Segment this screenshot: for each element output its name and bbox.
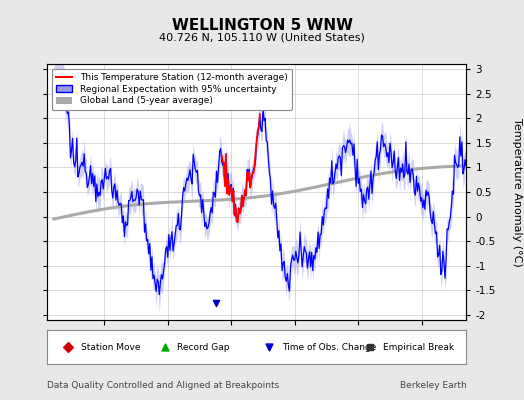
Text: Record Gap: Record Gap [177, 342, 230, 352]
Text: WELLINGTON 5 WNW: WELLINGTON 5 WNW [171, 18, 353, 33]
Point [64, 344, 72, 350]
Text: 40.726 N, 105.110 W (United States): 40.726 N, 105.110 W (United States) [159, 33, 365, 43]
Point [366, 344, 374, 350]
Text: Time of Obs. Change: Time of Obs. Change [282, 342, 376, 352]
Point [160, 344, 169, 350]
Text: Data Quality Controlled and Aligned at Breakpoints: Data Quality Controlled and Aligned at B… [47, 381, 279, 390]
Text: Empirical Break: Empirical Break [383, 342, 454, 352]
Point [212, 300, 220, 306]
Y-axis label: Temperature Anomaly (°C): Temperature Anomaly (°C) [512, 118, 522, 266]
Legend: This Temperature Station (12-month average), Regional Expectation with 95% uncer: This Temperature Station (12-month avera… [52, 68, 292, 110]
Point [265, 344, 274, 350]
Text: Berkeley Earth: Berkeley Earth [400, 381, 466, 390]
Text: Station Move: Station Move [81, 342, 140, 352]
